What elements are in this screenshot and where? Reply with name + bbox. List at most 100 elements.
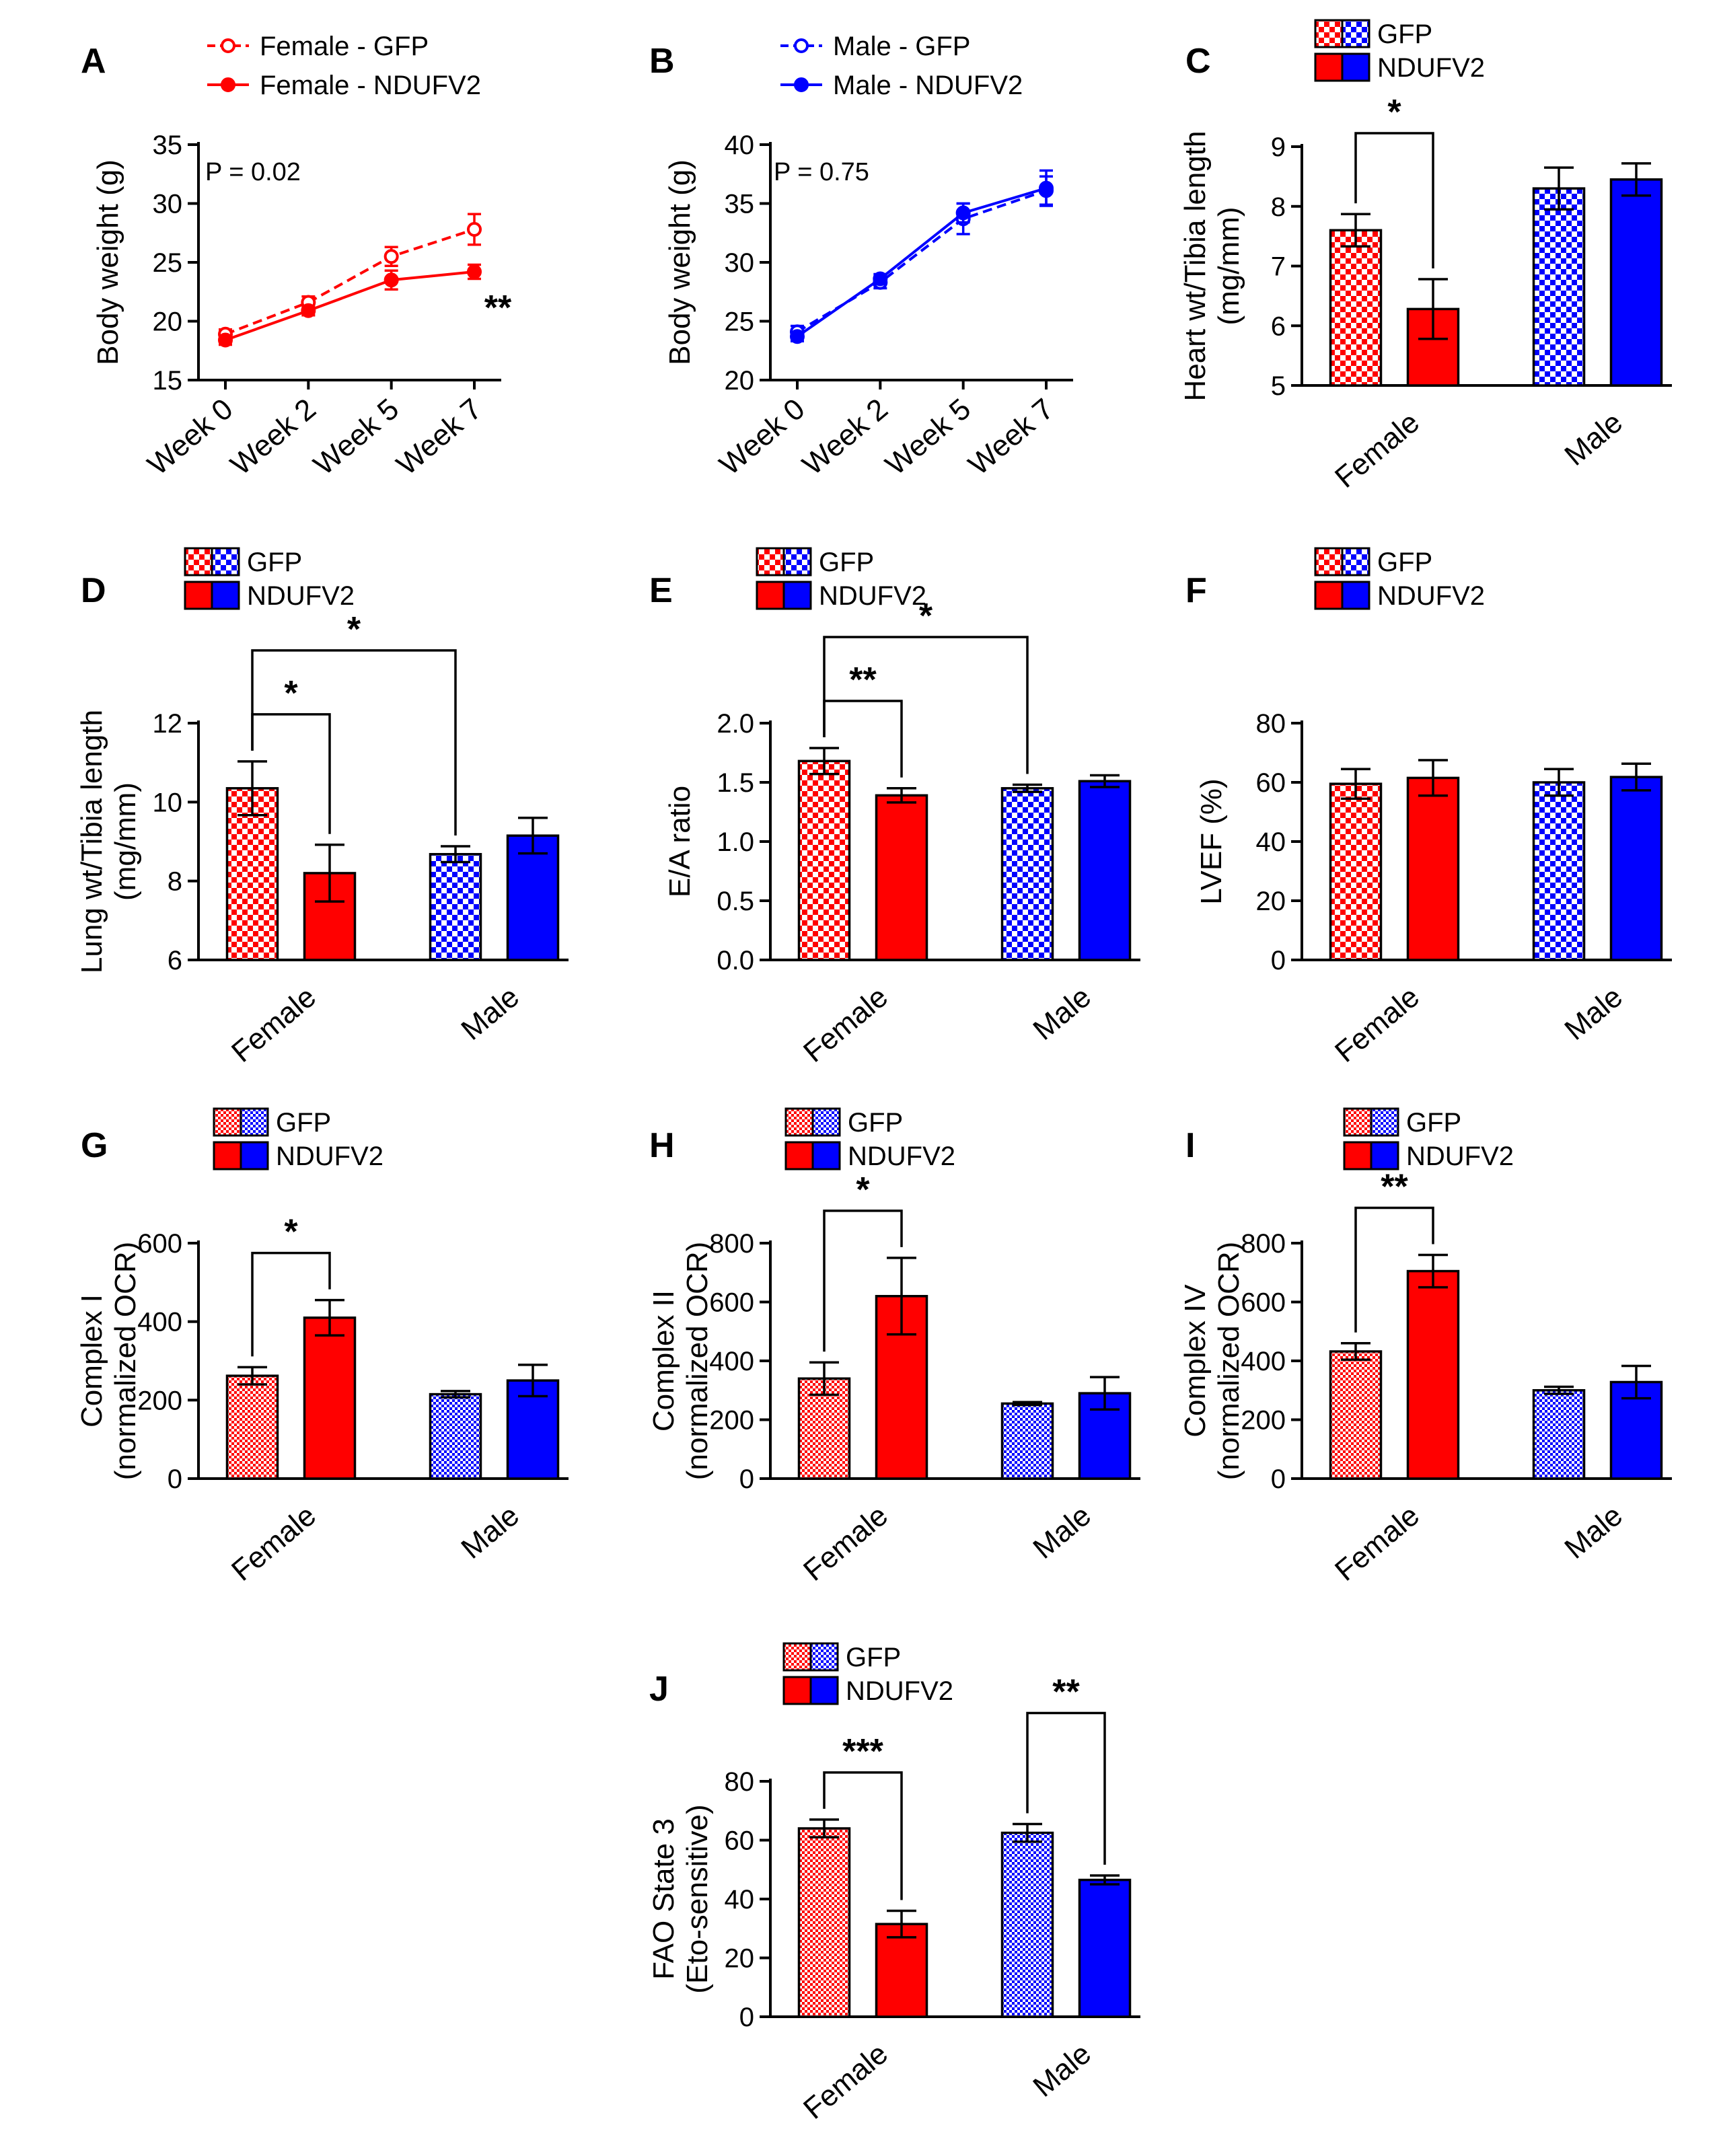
- panel-label: D: [81, 571, 106, 610]
- data-point: [218, 332, 233, 348]
- y-tick-label: 0: [1271, 946, 1286, 975]
- y-tick-label: 600: [709, 1288, 754, 1318]
- legend-swatch: [811, 1141, 841, 1170]
- y-tick-label: 25: [153, 248, 183, 278]
- bar: [1078, 1878, 1132, 2018]
- y-tick-label: 800: [709, 1229, 754, 1259]
- x-tick-label: Female: [797, 2037, 894, 2126]
- x-tick-label: Week 0: [141, 392, 239, 482]
- legend-swatch: [1370, 1107, 1399, 1137]
- y-tick-label: 6: [168, 946, 182, 975]
- x-tick-label: Male: [1558, 406, 1629, 472]
- data-point: [1039, 180, 1054, 196]
- legend-entry: GFP: [1377, 548, 1432, 577]
- y-tick-label: 30: [153, 190, 183, 219]
- legend-swatch: [809, 1676, 839, 1705]
- y-tick-label: 1.0: [717, 827, 754, 857]
- legend-swatch: [184, 547, 213, 577]
- bar: [1329, 782, 1383, 961]
- y-tick-label: 60: [725, 1826, 755, 1856]
- p-value-annotation: P = 0.75: [774, 158, 869, 186]
- y-tick-label: 40: [725, 1885, 755, 1915]
- legend-entry: NDUFV2: [1406, 1142, 1514, 1171]
- y-tick-label: 0: [739, 1464, 754, 1494]
- y-tick-label: 8: [1271, 192, 1286, 222]
- comparison-bracket: [1354, 1206, 1434, 1333]
- y-tick-label: 40: [1256, 827, 1286, 857]
- series-line: [796, 186, 1047, 338]
- legend-swatch: [211, 581, 240, 610]
- bar: [225, 1374, 279, 1480]
- panel-f: F 0 20 40 60 80 LVEF (%) Female Male GFP NDUFV2: [1185, 547, 1672, 1069]
- bar: [1406, 1269, 1460, 1480]
- panel-label: B: [649, 42, 675, 81]
- x-tick-label: Week 7: [390, 392, 488, 482]
- legend-entry: NDUFV2: [247, 581, 355, 611]
- comparison-bracket: [823, 636, 1029, 774]
- panel-j: J 0 20 40 60 80 FAO State 3(Eto-sensitive) Fema…: [647, 1642, 1140, 2126]
- panel-label: A: [81, 42, 106, 81]
- legend-entry: NDUFV2: [1377, 53, 1485, 83]
- legend-entry: GFP: [846, 1643, 901, 1672]
- panel-d: D 6 8 10 12 Lung wt/Tibia length(mg/mm) Female…: [75, 547, 569, 1069]
- legend-swatch: [1341, 581, 1370, 610]
- legend-entry: NDUFV2: [819, 581, 926, 611]
- legend-swatch: [211, 547, 240, 577]
- panel-label: I: [1185, 1126, 1195, 1165]
- y-tick-label: 20: [153, 307, 183, 337]
- legend-entry: Female - GFP: [260, 32, 429, 61]
- panel-label: G: [81, 1126, 108, 1165]
- x-tick-label: Male: [1027, 980, 1097, 1047]
- bar: [225, 787, 279, 961]
- legend-marker: [794, 38, 809, 53]
- legend-swatch: [1341, 19, 1370, 48]
- significance-label: *: [284, 674, 298, 713]
- legend-swatch: [784, 1141, 814, 1170]
- y-tick-label: 6: [1271, 311, 1286, 341]
- x-tick-label: Week 2: [225, 392, 322, 482]
- panel-label: H: [649, 1126, 675, 1165]
- bar: [1078, 780, 1132, 961]
- legend-entry: GFP: [276, 1108, 331, 1138]
- x-tick-label: Female: [1329, 406, 1426, 494]
- legend-swatch: [809, 1642, 839, 1672]
- legend-marker: [794, 77, 809, 92]
- y-axis-label: Lung wt/Tibia length(mg/mm): [75, 710, 142, 973]
- legend-swatch: [782, 581, 812, 610]
- y-tick-label: 60: [1256, 768, 1286, 798]
- panel-label: J: [649, 1670, 669, 1709]
- significance-label: *: [347, 610, 361, 649]
- y-tick-label: 400: [1241, 1347, 1286, 1376]
- comparison-bracket: [1354, 132, 1434, 269]
- y-tick-label: 80: [1256, 709, 1286, 739]
- data-point: [383, 272, 399, 288]
- data-point: [790, 329, 805, 344]
- bar: [1609, 178, 1663, 387]
- x-tick-label: Male: [455, 1499, 525, 1565]
- panel-label: E: [649, 571, 673, 610]
- y-tick-label: 7: [1271, 252, 1286, 282]
- y-tick-label: 200: [709, 1406, 754, 1436]
- bar: [1406, 776, 1460, 961]
- significance-label: *: [284, 1213, 298, 1252]
- panel-label: F: [1185, 571, 1207, 610]
- data-point: [873, 271, 888, 287]
- comparison-bracket: [823, 1771, 903, 1900]
- bar: [1000, 1831, 1054, 2018]
- x-tick-label: Female: [797, 980, 894, 1069]
- legend-swatch: [756, 547, 785, 577]
- significance-label: ***: [842, 1732, 883, 1771]
- y-tick-label: 25: [725, 307, 755, 337]
- legend-entry: GFP: [1377, 20, 1432, 49]
- y-tick-label: 9: [1271, 133, 1286, 162]
- y-tick-label: 20: [1256, 887, 1286, 916]
- bar: [875, 1923, 928, 2018]
- x-tick-label: Female: [225, 1499, 322, 1588]
- bar: [1329, 1350, 1383, 1480]
- x-tick-label: Male: [1027, 1499, 1097, 1565]
- series-line: [225, 228, 475, 336]
- y-tick-label: 80: [725, 1767, 755, 1797]
